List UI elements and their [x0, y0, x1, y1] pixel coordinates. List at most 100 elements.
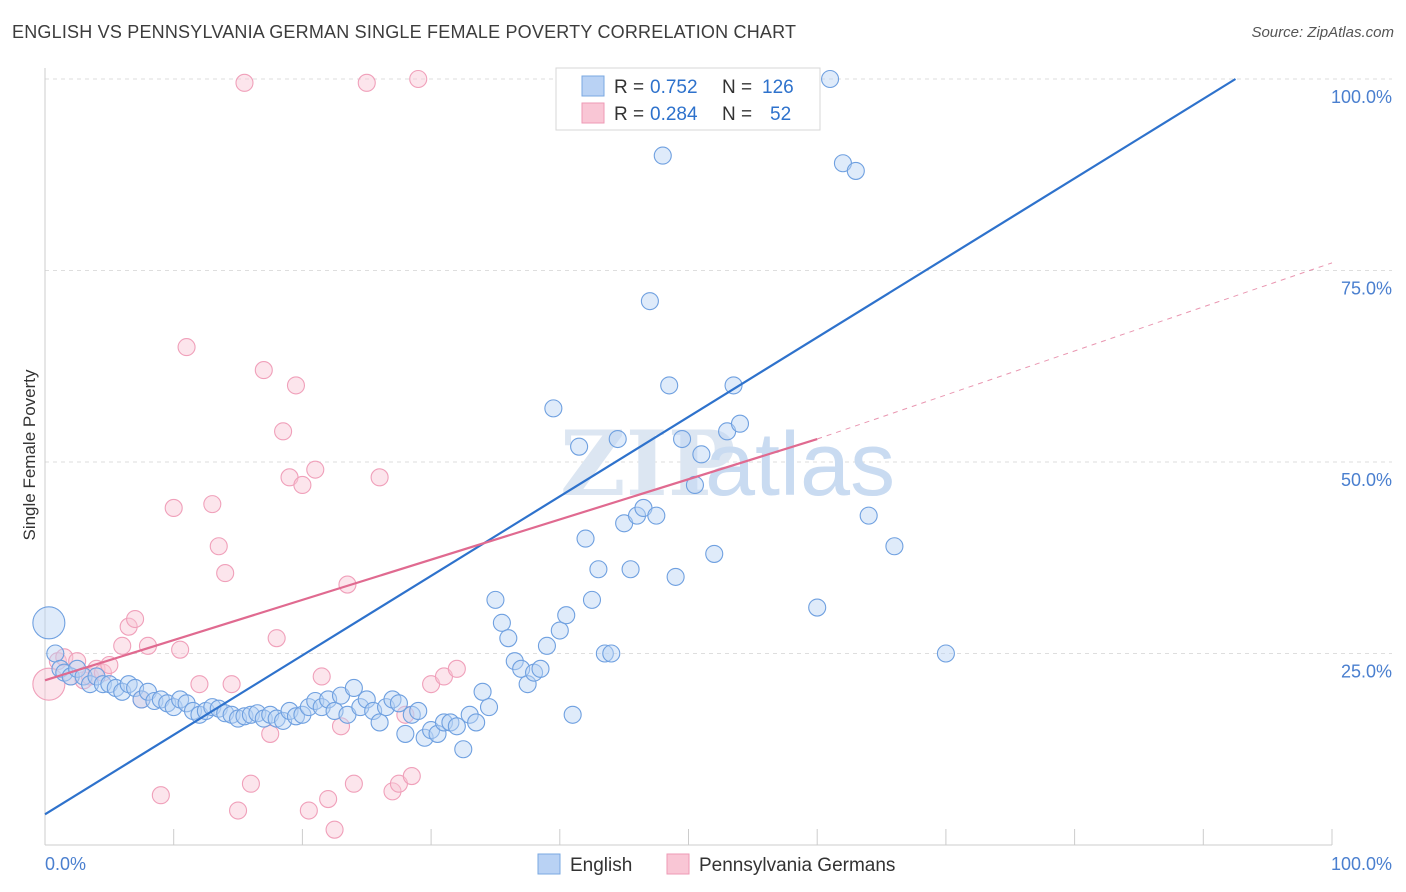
- pennsylvania-german-point: [222, 675, 241, 694]
- english-point: [846, 161, 865, 180]
- pennsylvania-german-point: [261, 724, 280, 743]
- legend-pa-swatch: [666, 853, 690, 875]
- english-point: [286, 707, 306, 726]
- watermark-zip: ZIP: [560, 411, 735, 517]
- tick-labels: 25.0% 50.0% 75.0% 100.0% 0.0% 100.0%: [45, 87, 1392, 874]
- pennsylvania-german-point: [344, 774, 363, 793]
- english-point: [621, 560, 640, 579]
- chart-title: ENGLISH VS PENNSYLVANIA GERMAN SINGLE FE…: [12, 22, 797, 42]
- english-point: [486, 590, 505, 609]
- stats-english-n-label: N =: [722, 77, 752, 98]
- english-point: [582, 590, 602, 609]
- english-point: [409, 701, 428, 721]
- pennsylvania-german-point: [229, 801, 248, 820]
- english-point: [859, 506, 878, 525]
- stats-pa-swatch: [581, 102, 605, 124]
- pennsylvania-german-trend-line: [44, 437, 818, 682]
- legend-english-swatch: [537, 853, 561, 875]
- chart-source: Source: ZipAtlas.com: [1251, 24, 1394, 41]
- pennsylvania-german-point: [113, 636, 132, 655]
- stats-pa-n-label: N =: [722, 104, 752, 125]
- english-trend-line: [44, 78, 1237, 816]
- pennsylvania-german-point: [203, 495, 222, 514]
- stats-english-n-value: 126: [762, 77, 794, 98]
- y-axis-title: Single Female Poverty: [20, 369, 39, 541]
- pennsylvania-german-point: [126, 609, 145, 629]
- english-point: [647, 506, 666, 525]
- pennsylvania-german-point: [370, 468, 389, 487]
- english-point: [61, 667, 80, 686]
- pennsylvania-german-point: [383, 782, 402, 801]
- pennsylvania-german-point: [216, 564, 235, 583]
- pennsylvania-german-point: [151, 786, 170, 805]
- english-point: [557, 606, 576, 625]
- stats-english-r-label: R =: [614, 77, 644, 98]
- english-point: [640, 292, 659, 311]
- english-point: [537, 636, 556, 655]
- stats-english-r-value: 0.752: [650, 77, 698, 98]
- english-point: [293, 705, 312, 724]
- english-point: [563, 705, 582, 724]
- x-tick-label: 0.0%: [45, 854, 86, 874]
- english-point: [46, 644, 65, 663]
- pennsylvania-german-point: [119, 617, 138, 636]
- english-point: [653, 146, 672, 165]
- stats-pa-r-value: 0.284: [650, 104, 698, 125]
- pennsylvania-german-point: [357, 73, 376, 92]
- pennsylvania-german-point: [325, 820, 344, 839]
- watermark: ZIP atlas: [560, 411, 895, 517]
- legend-english-label: English: [570, 855, 632, 876]
- english-point: [627, 506, 647, 525]
- pennsylvania-german-point: [338, 575, 357, 594]
- english-point: [673, 429, 692, 449]
- stats-pa-r-label: R =: [614, 104, 644, 125]
- stats-english-swatch: [581, 75, 605, 97]
- bottom-legend: English Pennsylvania Germans: [537, 853, 895, 876]
- english-point: [447, 717, 466, 736]
- english-point: [692, 445, 711, 464]
- pennsylvania-german-point: [319, 789, 338, 809]
- english-point: [80, 675, 100, 694]
- english-point: [595, 644, 614, 663]
- english-point: [544, 399, 563, 418]
- pennsylvania-german-point: [177, 338, 196, 357]
- pennsylvania-german-point: [267, 629, 286, 648]
- axes: [44, 68, 1333, 846]
- pennsylvania-german-point: [409, 69, 428, 89]
- english-point: [370, 713, 389, 732]
- english-point: [505, 652, 524, 671]
- english-point: [396, 724, 415, 743]
- pennsylvania-german-point: [312, 667, 331, 686]
- english-point: [479, 698, 499, 717]
- pennsylvania-german-point: [293, 475, 312, 495]
- english-point: [576, 529, 595, 548]
- legend-pa-label: Pennsylvania Germans: [699, 855, 895, 876]
- english-point: [570, 437, 589, 456]
- x-tick-label: 100.0%: [1331, 854, 1392, 874]
- english-point: [454, 740, 473, 759]
- pennsylvania-german-point: [241, 774, 260, 793]
- english-point: [550, 621, 569, 640]
- pennsylvania-german-point: [402, 767, 421, 786]
- english-point: [808, 598, 827, 617]
- y-tick-label: 50.0%: [1341, 470, 1392, 490]
- stats-legend-box: R = 0.752 N = 126 R = 0.284 N = 52: [555, 67, 821, 131]
- english-point: [357, 690, 376, 709]
- english-point: [660, 376, 679, 395]
- pennsylvania-german-point: [164, 498, 183, 518]
- english-point: [608, 429, 627, 449]
- english-point: [724, 376, 743, 395]
- pennsylvania-german-trend-extension: [817, 262, 1333, 440]
- english-point: [344, 678, 363, 698]
- y-tick-label: 100.0%: [1331, 87, 1392, 107]
- english-point: [473, 682, 492, 701]
- english-point: [32, 606, 66, 640]
- english-point: [389, 694, 408, 713]
- pennsylvania-german-point: [235, 73, 254, 92]
- english-point: [666, 567, 685, 586]
- series-pennsylvania-germans: [32, 69, 466, 839]
- english-point: [460, 705, 479, 724]
- english-point: [730, 414, 750, 433]
- pennsylvania-german-point: [306, 460, 325, 479]
